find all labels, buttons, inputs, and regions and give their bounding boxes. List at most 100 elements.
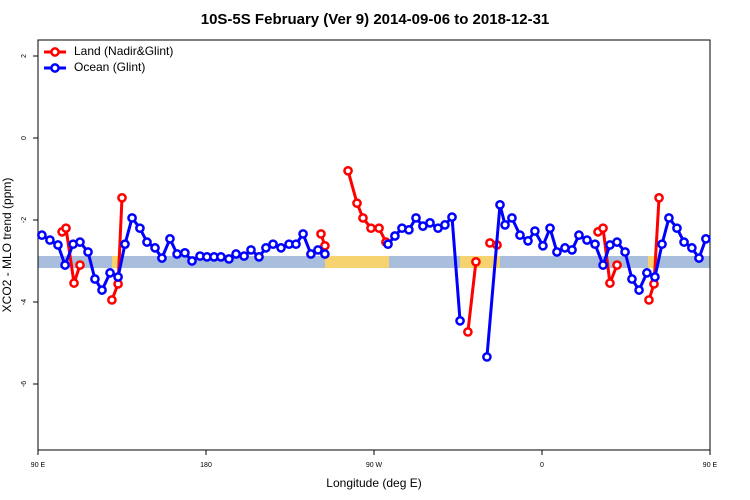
y-tick-label: -4 xyxy=(21,299,28,305)
data-point xyxy=(107,295,117,305)
data-point xyxy=(598,223,608,234)
data-point xyxy=(157,253,167,263)
data-point xyxy=(60,260,70,270)
data-point xyxy=(495,199,505,210)
data-point xyxy=(187,256,197,266)
data-point xyxy=(404,224,414,235)
data-point xyxy=(343,165,353,176)
data-point xyxy=(612,260,622,270)
data-point xyxy=(113,272,123,282)
data-point xyxy=(455,316,465,326)
data-point xyxy=(352,198,362,209)
data-point xyxy=(224,254,234,264)
data-point xyxy=(383,239,393,250)
data-point xyxy=(45,235,55,245)
data-point xyxy=(83,247,93,257)
data-point xyxy=(61,223,71,234)
data-point xyxy=(545,223,555,234)
data-point xyxy=(366,223,376,234)
data-point xyxy=(650,272,660,282)
data-point xyxy=(306,249,316,259)
data-point xyxy=(687,243,697,253)
data-point xyxy=(75,260,85,270)
data-point xyxy=(90,274,100,284)
data-point xyxy=(105,268,115,278)
legend-marker xyxy=(50,47,60,57)
y-tick-label: -6 xyxy=(21,381,28,387)
data-point xyxy=(530,226,540,236)
data-point xyxy=(37,230,47,241)
data-point xyxy=(117,193,127,203)
data-point xyxy=(120,239,130,250)
data-point xyxy=(694,253,704,263)
data-point xyxy=(150,243,160,253)
data-point xyxy=(463,327,473,337)
x-tick-label: 0 xyxy=(540,462,544,469)
data-point xyxy=(390,231,400,241)
data-point xyxy=(620,247,630,257)
x-axis-label: Longitude (deg E) xyxy=(326,476,421,490)
data-point xyxy=(358,213,368,223)
data-point xyxy=(165,234,175,244)
data-point xyxy=(482,352,492,362)
data-point xyxy=(374,223,384,234)
data-point xyxy=(298,229,308,239)
data-point xyxy=(411,213,421,223)
data-point xyxy=(69,278,79,288)
data-point xyxy=(75,237,85,247)
y-axis-label: XCO2 - MLO trend (ppm) xyxy=(0,178,14,313)
data-point xyxy=(701,234,711,244)
data-point xyxy=(261,243,271,253)
data-point xyxy=(142,237,152,247)
x-tick-label: 180 xyxy=(200,462,212,469)
data-point xyxy=(574,230,584,241)
data-point xyxy=(239,251,249,261)
data-point xyxy=(612,237,622,247)
data-point xyxy=(538,240,548,251)
x-tick-label: 90 E xyxy=(703,462,718,469)
data-point xyxy=(523,236,533,246)
data-point xyxy=(515,230,525,241)
data-point xyxy=(231,249,241,259)
data-point xyxy=(135,223,145,234)
data-point xyxy=(425,218,435,228)
data-point xyxy=(664,213,674,223)
data-point xyxy=(216,252,226,262)
data-point xyxy=(320,249,330,259)
data-point xyxy=(644,295,654,305)
legend-label: Land (Nadir&Glint) xyxy=(74,44,173,58)
legend-marker xyxy=(50,63,60,73)
data-point xyxy=(276,243,286,253)
chart-title: 10S-5S February (Ver 9) 2014-09-06 to 20… xyxy=(201,11,550,28)
data-point xyxy=(679,237,689,247)
data-point xyxy=(291,239,301,250)
data-point xyxy=(642,268,652,278)
data-point xyxy=(180,247,190,258)
data-point xyxy=(313,245,323,255)
data-point xyxy=(590,239,600,250)
data-point xyxy=(447,212,457,222)
data-point xyxy=(672,223,682,234)
y-tick-label: 0 xyxy=(21,136,28,140)
data-point xyxy=(440,220,450,230)
data-point xyxy=(654,193,664,203)
data-point xyxy=(316,229,326,239)
y-tick-label: -2 xyxy=(21,217,28,223)
data-point xyxy=(582,235,592,245)
x-tick-label: 90 E xyxy=(31,462,46,469)
data-point xyxy=(567,245,577,255)
data-point xyxy=(657,239,667,250)
data-point xyxy=(598,260,608,270)
data-point xyxy=(127,213,137,223)
data-point xyxy=(634,285,644,295)
data-point xyxy=(53,240,63,250)
data-point xyxy=(246,245,256,255)
data-point xyxy=(471,256,481,267)
data-point xyxy=(605,278,615,288)
data-point xyxy=(500,220,510,230)
data-point xyxy=(268,239,278,250)
data-point xyxy=(552,247,562,257)
x-tick-label: 90 W xyxy=(366,462,383,469)
data-point xyxy=(172,249,182,259)
legend-label: Ocean (Glint) xyxy=(74,60,145,74)
